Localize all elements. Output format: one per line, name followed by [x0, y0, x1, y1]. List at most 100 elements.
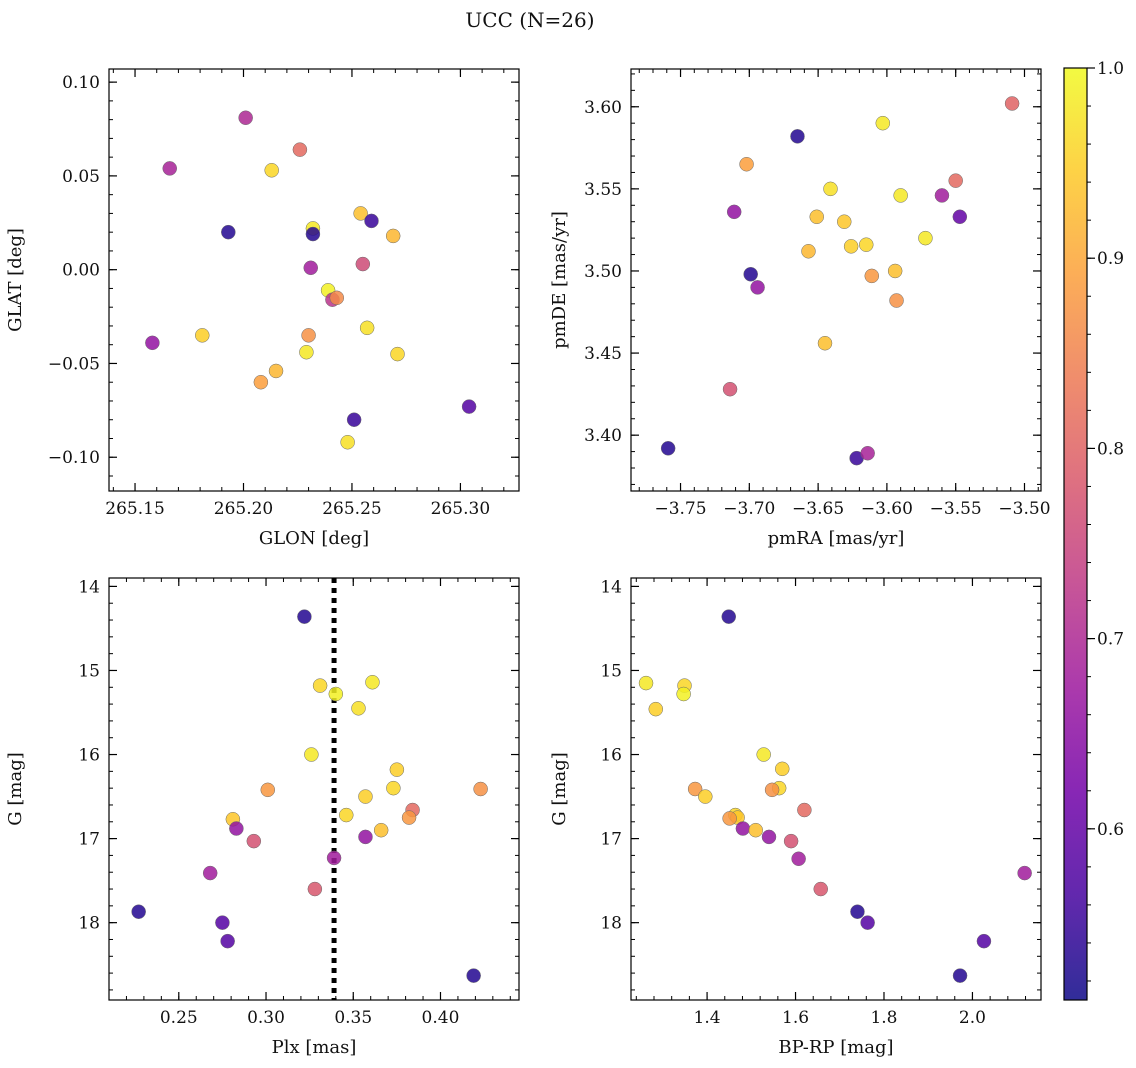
scatter-point	[346, 412, 362, 427]
y-tick-label: 16	[600, 746, 622, 766]
scatter-point	[735, 821, 751, 836]
y-tick-label: 16	[78, 746, 100, 766]
colorbar-tick-label: 0.6	[1097, 820, 1124, 840]
scatter-point	[301, 328, 316, 343]
x-tick-label: −3.75	[654, 499, 706, 519]
scatter-point	[864, 268, 880, 284]
x-tick-label: 265.20	[214, 499, 273, 519]
panel-1: 265.15 265.20 265.25 265.30 −0.10 −0.05 0.00 0.…	[5, 68, 520, 549]
x-axis-label: pmRA [mas/yr]	[768, 528, 905, 549]
axes-frame	[630, 68, 1042, 492]
axes-frame	[630, 577, 1042, 1001]
scatter-point	[764, 782, 780, 798]
scatter-point	[268, 363, 284, 379]
x-tick-label: −3.55	[930, 499, 982, 519]
scatter-point	[889, 293, 904, 308]
scatter-point	[783, 833, 799, 849]
x-axis-label: BP-RP [mag]	[778, 1037, 893, 1058]
scatter-point	[722, 811, 737, 826]
x-tick-label: 1.8	[870, 1008, 897, 1028]
y-tick-label: 17	[78, 830, 100, 850]
scatter-point	[797, 802, 812, 818]
y-tick-label: 0.00	[62, 261, 100, 281]
x-tick-label: 1.4	[694, 1008, 721, 1028]
y-tick-label: 14	[78, 577, 100, 597]
scatter-point	[648, 701, 664, 717]
y-axis-label: pmDE [mas/yr]	[549, 211, 570, 349]
scatter-point	[358, 789, 373, 804]
scatter-point	[801, 244, 816, 259]
scatter-point	[1017, 865, 1032, 881]
scatter-point	[229, 821, 244, 836]
y-tick-label: 18	[78, 914, 100, 934]
scatter-point	[238, 110, 253, 126]
scatter-point	[307, 881, 323, 897]
scatter-point	[860, 445, 875, 461]
scatter-point	[893, 188, 908, 203]
x-tick-label: −3.50	[998, 499, 1050, 519]
scatter-point	[145, 335, 160, 351]
colorbar-tick-label: 0.8	[1097, 439, 1124, 459]
scatter-point	[202, 865, 218, 881]
scatter-point	[859, 237, 874, 252]
scatter-point	[850, 904, 865, 919]
scatter-point	[312, 678, 328, 693]
y-tick-label: 15	[78, 661, 100, 681]
scatter-point	[326, 850, 342, 866]
scatter-point	[918, 230, 933, 246]
scatter-point	[303, 260, 318, 276]
scatter-point	[817, 335, 833, 351]
scatter-point	[386, 780, 401, 796]
scatter-point	[761, 829, 777, 845]
scatter-point	[358, 829, 373, 845]
y-axis-label: G [mag]	[549, 752, 570, 825]
scatter-point	[756, 747, 771, 762]
colorbar: 0.6 0.7 0.8 0.9 1.0	[1063, 59, 1124, 1001]
scatter-point	[676, 686, 691, 702]
y-tick-label: 3.40	[584, 426, 622, 446]
scatter-point	[305, 226, 321, 242]
y-tick-label: −0.05	[48, 354, 100, 374]
scatter-point	[373, 822, 389, 838]
scatter-point	[739, 156, 754, 172]
scatter-point	[220, 933, 235, 949]
x-tick-label: −3.60	[861, 499, 913, 519]
scatter-point	[743, 267, 758, 282]
x-tick-label: 0.25	[160, 1008, 198, 1028]
x-tick-label: −3.70	[723, 499, 775, 519]
scatter-point	[304, 747, 319, 762]
scatter-point	[253, 374, 269, 390]
scatter-point	[215, 915, 230, 930]
scatter-point	[461, 399, 477, 414]
panel-2: −3.75 −3.70 −3.65 −3.60 −3.55 −3.50 3.40 3.45 3.…	[549, 68, 1051, 549]
scatter-point	[813, 881, 828, 897]
scatter-point	[837, 214, 852, 229]
x-tick-label: 2.0	[959, 1008, 986, 1028]
x-tick-label: 0.35	[334, 1008, 372, 1028]
scatter-point	[809, 209, 824, 225]
colorbar-tick-label: 0.7	[1097, 630, 1124, 650]
scatter-point	[790, 129, 805, 144]
scatter-point	[351, 701, 366, 716]
x-tick-label: 0.30	[247, 1008, 285, 1028]
scatter-point	[775, 761, 790, 777]
colorbar-gradient	[1063, 67, 1088, 1001]
scatter-point	[791, 851, 806, 867]
scatter-point	[976, 933, 992, 949]
scatter-point	[131, 904, 146, 919]
axes-frame	[108, 577, 520, 1001]
x-tick-label: 265.25	[322, 499, 381, 519]
x-axis-label: Plx [mas]	[272, 1037, 357, 1058]
scatter-point	[264, 163, 279, 178]
y-axis-label: GLAT [deg]	[5, 228, 26, 332]
scatter-point	[359, 320, 375, 336]
y-tick-label: 18	[600, 914, 622, 934]
axes-frame	[108, 68, 520, 492]
y-tick-label: 15	[600, 661, 622, 681]
scatter-point	[221, 224, 236, 240]
scatter-point	[299, 344, 314, 360]
scatter-point	[385, 228, 401, 244]
y-tick-label: 17	[600, 830, 622, 850]
scatter-point	[887, 263, 903, 279]
